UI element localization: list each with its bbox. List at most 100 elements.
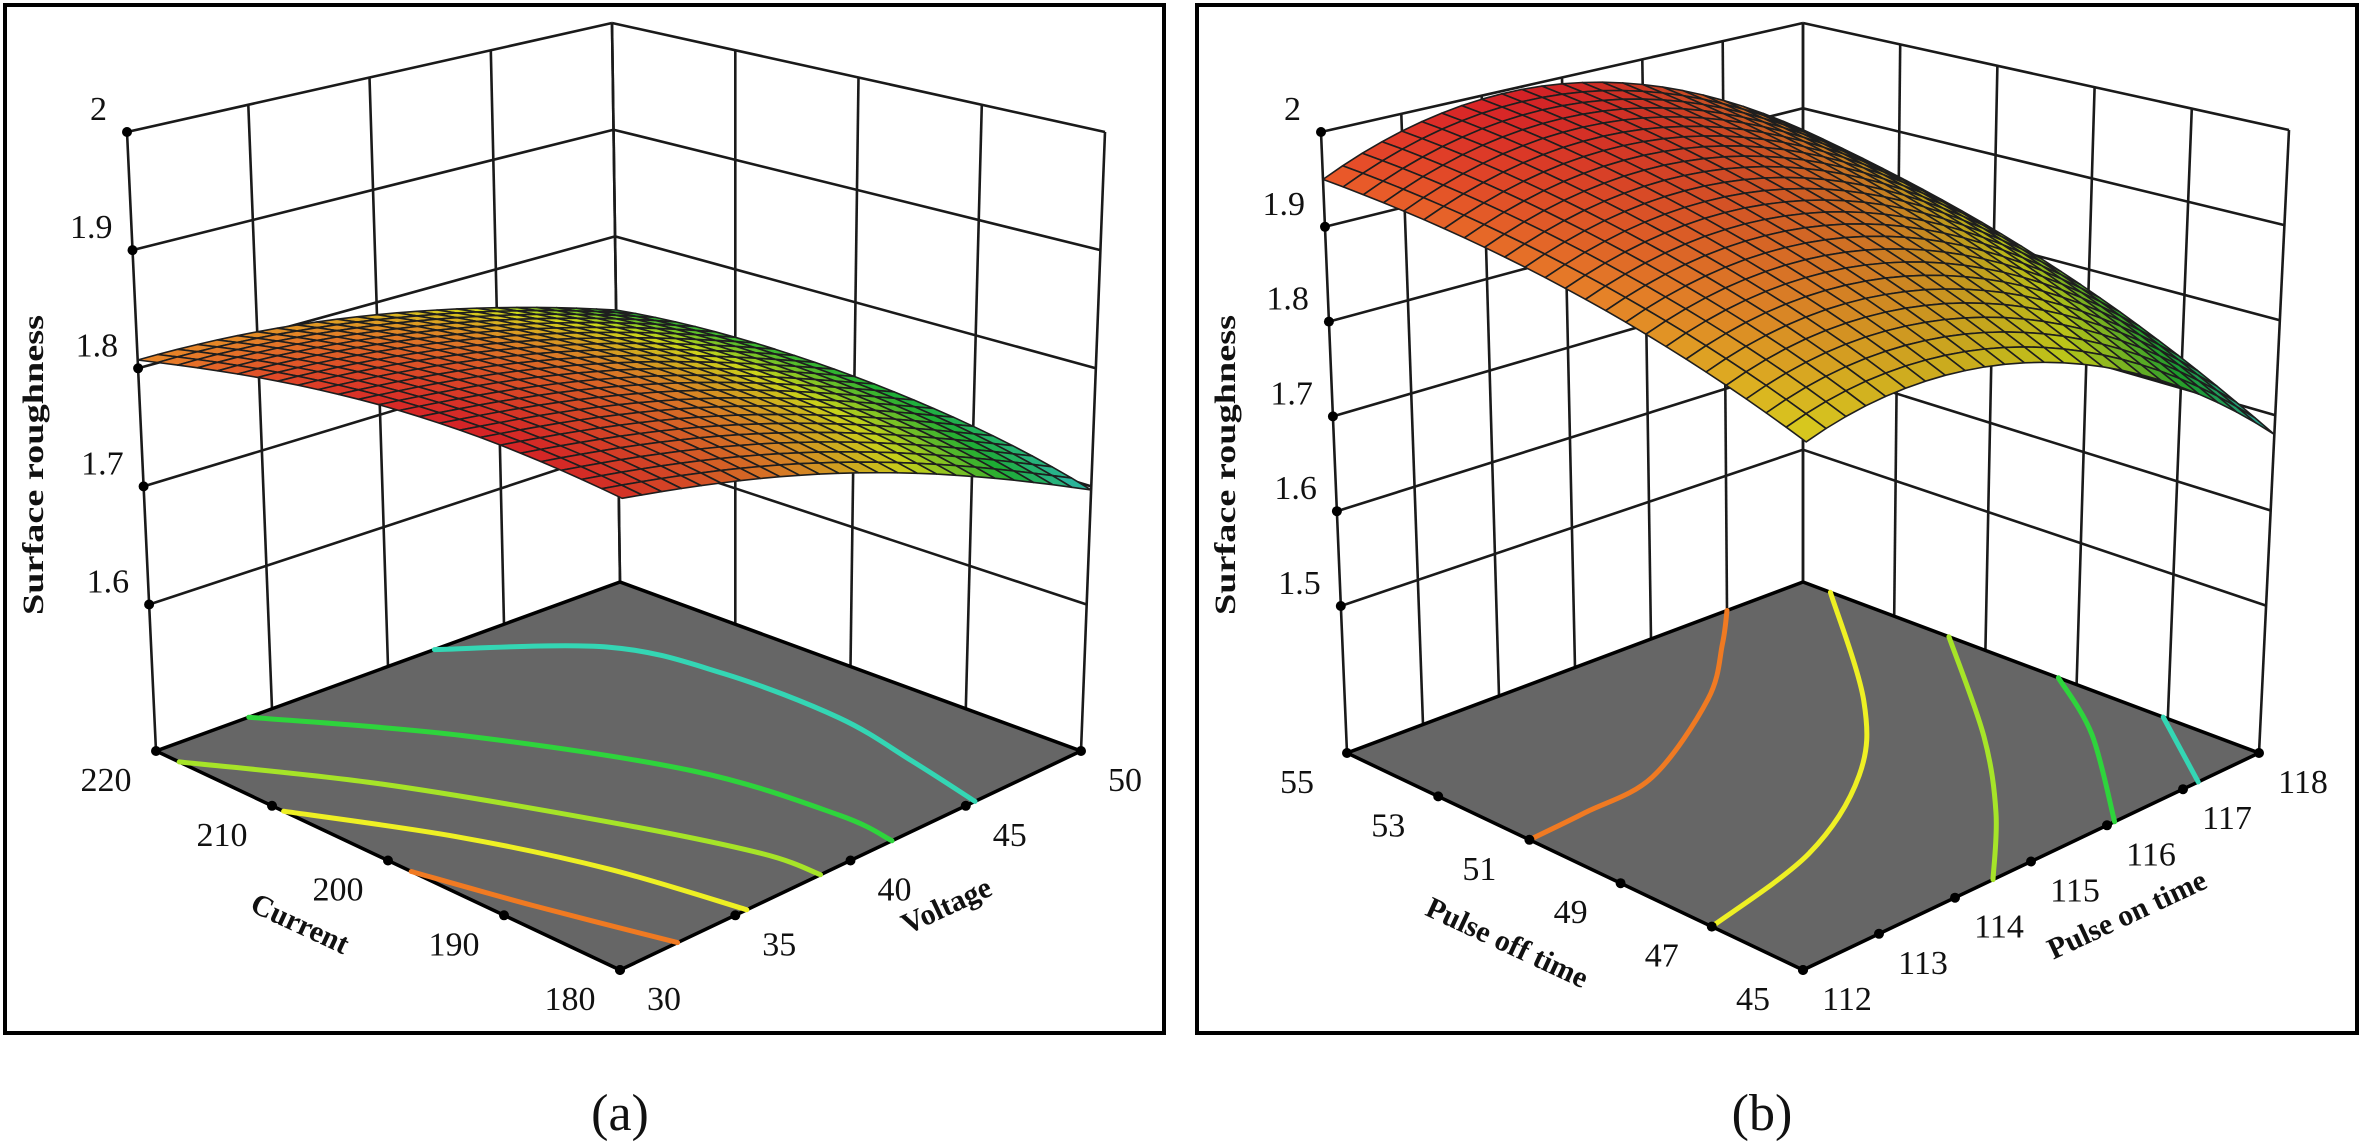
x-tick-label: 180: [545, 981, 596, 1018]
x-tick-label: 45: [1736, 981, 1770, 1018]
z-tick-label: 1.8: [76, 327, 119, 364]
z-axis-title: Surface roughness: [17, 315, 50, 615]
wall-gridline-horizontal: [148, 448, 619, 606]
wall-gridline-vertical: [2166, 108, 2194, 719]
z-tick-label: 1.7: [81, 445, 124, 482]
x-tick-label: 200: [313, 872, 364, 909]
x-tick-mark: [1615, 878, 1626, 889]
x-tick-mark: [499, 910, 509, 921]
wall-gridline-horizontal: [1802, 107, 2285, 227]
x-tick-label: 53: [1371, 807, 1405, 844]
y-tick-mark: [1076, 746, 1086, 756]
z-tick-mark: [122, 127, 132, 137]
y-tick-label: 112: [1822, 981, 1872, 1018]
y-tick-mark: [615, 965, 625, 975]
y-tick-mark: [1798, 965, 1808, 975]
wall-gridline-horizontal: [1336, 363, 1804, 513]
y-tick-label: 116: [2126, 836, 2176, 873]
wall-gridline-horizontal: [613, 128, 1101, 252]
z-tick-label: 1.7: [1270, 375, 1313, 412]
x-tick-label: 51: [1462, 851, 1496, 888]
z-tick-label: 2: [1284, 91, 1301, 128]
contour-line: [2160, 714, 2201, 785]
z-tick-mark: [1327, 411, 1338, 422]
x-tick-mark: [1433, 791, 1444, 802]
wall-gridline-vertical: [849, 77, 860, 667]
panel-a-surface-plot: 1.61.71.81.921801902002102203035404550Cu…: [17, 21, 1142, 1018]
z-tick-label: 1.6: [1274, 470, 1317, 507]
wall-gridline-vertical: [1319, 131, 1349, 754]
floor-contours: [1526, 589, 2201, 930]
contour-line: [1526, 608, 1730, 843]
wall-gridline-horizontal: [1802, 21, 2290, 132]
y-tick-mark: [845, 855, 856, 866]
y-tick-mark: [2254, 748, 2264, 758]
x-tick-mark: [267, 800, 277, 811]
x-tick-mark: [1524, 834, 1535, 845]
z-tick-mark: [138, 481, 149, 492]
z-tick-mark: [144, 599, 155, 610]
x-tick-label: 190: [429, 926, 480, 963]
y-tick-label: 118: [2278, 764, 2328, 801]
y-tick-mark: [2026, 856, 2036, 867]
x-tick-label: 49: [1554, 894, 1588, 931]
z-tick-mark: [1323, 316, 1334, 327]
wall-gridline-vertical: [2257, 129, 2291, 754]
y-tick-label: 115: [2050, 873, 2100, 910]
x-tick-label: 55: [1280, 764, 1314, 801]
response-surface-mesh: [136, 306, 1092, 500]
y-tick-label: 30: [647, 981, 681, 1018]
wall-gridline-horizontal: [126, 21, 613, 134]
contour-line: [2055, 675, 2118, 825]
x-tick-mark: [1342, 748, 1352, 758]
floor-contours: [176, 643, 978, 946]
z-tick-mark: [133, 363, 144, 374]
y-tick-mark: [2102, 820, 2112, 831]
response-surface-mesh: [1322, 81, 2276, 443]
x-tick-label: 210: [197, 817, 248, 854]
contour-line: [246, 714, 895, 844]
z-tick-mark: [1316, 127, 1326, 137]
wall-gridline-horizontal: [1802, 448, 2267, 607]
z-tick-mark: [1331, 506, 1342, 517]
y-tick-mark: [1874, 928, 1884, 939]
z-tick-mark: [1335, 601, 1346, 611]
wall-gridline-vertical: [1079, 131, 1107, 752]
y-tick-label: 50: [1108, 762, 1142, 799]
wall-gridline-horizontal: [1320, 21, 1804, 134]
contour-line: [1946, 634, 1999, 883]
y-tick-mark: [2178, 784, 2188, 795]
y-tick-label: 35: [762, 926, 796, 963]
x-tick-mark: [1706, 921, 1717, 932]
wall-gridline-horizontal: [614, 235, 1097, 370]
panel-b-caption: (b): [1732, 1085, 1793, 1142]
z-tick-label: 2: [90, 91, 107, 128]
contour-line: [431, 643, 978, 804]
z-tick-label: 1.9: [70, 209, 113, 246]
wall-gridline-horizontal: [132, 128, 614, 252]
y-tick-mark: [730, 910, 741, 921]
z-tick-label: 1.6: [87, 564, 130, 601]
x-tick-label: 220: [81, 762, 132, 799]
x-tick-mark: [383, 855, 393, 866]
y-tick-label: 114: [1974, 909, 2024, 946]
z-tick-label: 1.9: [1263, 186, 1306, 223]
y-tick-label: 45: [993, 817, 1027, 854]
wall-gridline-horizontal: [611, 21, 1106, 134]
contour-line: [281, 808, 750, 913]
y-tick-label: 40: [878, 872, 912, 909]
surface-mesh-cell: [1785, 412, 1827, 443]
floor-contour-plane: [151, 580, 1086, 972]
contour-line: [176, 759, 823, 878]
wall-gridline-vertical: [964, 104, 984, 709]
z-tick-label: 1.5: [1278, 565, 1321, 602]
z-tick-label: 1.8: [1266, 281, 1309, 318]
wall-gridline-vertical: [1400, 113, 1425, 725]
y-tick-mark: [1950, 892, 1960, 903]
y-tick-mark: [960, 800, 971, 811]
y-tick-label: 113: [1898, 945, 1948, 982]
contour-line: [1709, 589, 1870, 930]
z-tick-mark: [1320, 221, 1330, 232]
wall-gridline-horizontal: [1340, 448, 1804, 608]
